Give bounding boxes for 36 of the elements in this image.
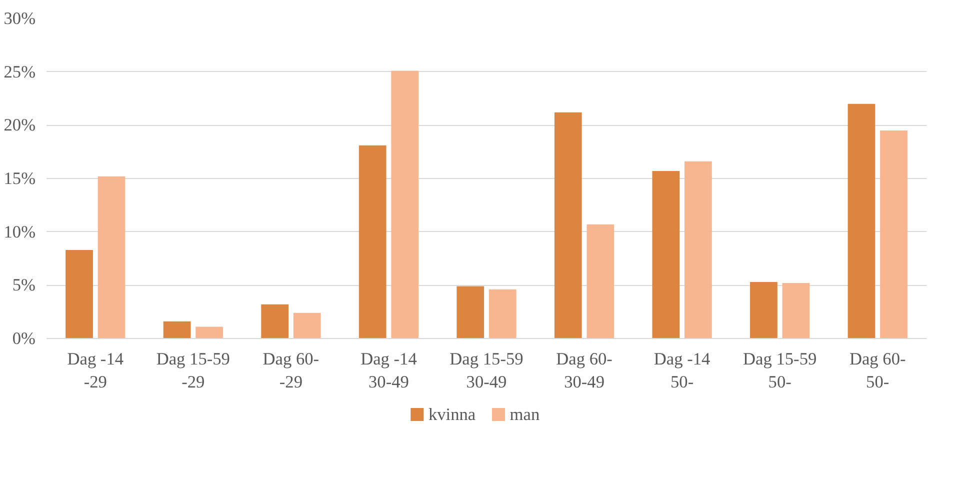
bar	[554, 112, 582, 338]
bar	[261, 304, 288, 338]
y-tick-label: 10%	[4, 222, 36, 242]
y-tick-label: 20%	[4, 116, 36, 135]
bar	[196, 326, 223, 338]
x-tick-label: Dag 15-59 -29	[156, 350, 230, 392]
bar	[163, 321, 191, 338]
y-tick-label: 5%	[12, 276, 36, 295]
bar	[586, 224, 614, 338]
x-tick-label: Dag -14 -29	[67, 350, 124, 392]
bar	[293, 312, 321, 338]
x-tick-label: Dag -14 30-49	[360, 350, 418, 392]
bar	[684, 161, 712, 338]
bar	[456, 286, 484, 338]
bar	[66, 250, 93, 338]
bar	[98, 176, 126, 338]
bar	[880, 130, 908, 338]
x-tick-label: Dag 15-59 30-49	[450, 350, 524, 392]
x-tick-label: Dag 15-59 50-	[743, 350, 817, 392]
bar	[652, 171, 680, 338]
bar	[391, 70, 419, 338]
legend-label: kvinna	[428, 405, 476, 424]
x-tick-label: Dag -14 50-	[654, 350, 711, 392]
y-tick-label: 25%	[4, 62, 36, 82]
bar	[848, 104, 876, 338]
bar	[750, 282, 778, 338]
x-tick-label: Dag 60- -29	[262, 350, 320, 392]
bar	[782, 283, 810, 338]
x-tick-label: Dag 60- 50-	[849, 350, 906, 392]
y-tick-label: 15%	[4, 169, 36, 188]
x-tick-label: Dag 60- 30-49	[556, 350, 613, 392]
y-tick-label: 0%	[12, 329, 36, 348]
bar	[488, 289, 516, 338]
bar	[358, 145, 386, 338]
legend-label: man	[510, 405, 540, 424]
y-tick-label: 30%	[4, 9, 36, 28]
